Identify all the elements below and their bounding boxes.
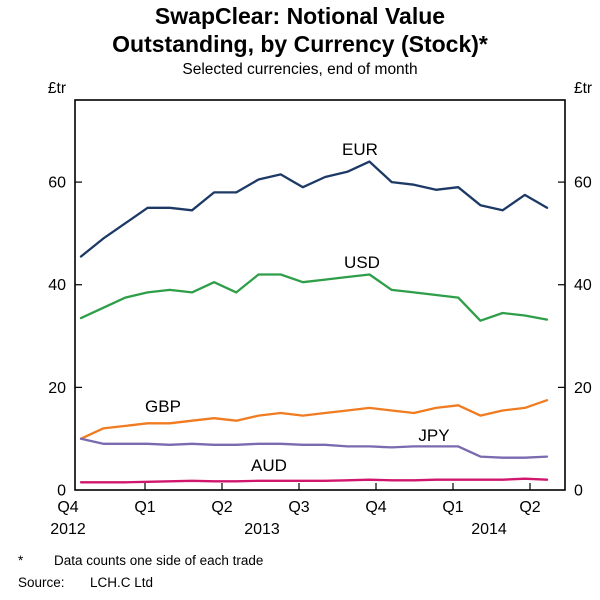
x-axis-quarter-label: Q2 xyxy=(211,499,232,516)
chart-title-line2: Outstanding, by Currency (Stock)* xyxy=(112,31,488,58)
unit-label-left: £tr xyxy=(48,80,66,97)
y-axis-label-left: 60 xyxy=(48,175,66,192)
unit-label-right: £tr xyxy=(574,80,592,97)
series-line-aud xyxy=(79,477,549,484)
series-line-gbp xyxy=(79,399,549,440)
series-line-usd xyxy=(79,273,549,322)
y-axis-label-left: 20 xyxy=(48,380,66,397)
x-axis-quarter-label: Q4 xyxy=(365,499,386,516)
x-axis-quarter-label: Q3 xyxy=(288,499,309,516)
series-label-gbp: GBP xyxy=(145,397,181,416)
chart-footnotes: * Data counts one side of each trade Sour… xyxy=(18,553,263,597)
x-axis-quarter-label: Q1 xyxy=(134,499,155,516)
series-label-jpy: JPY xyxy=(418,426,449,445)
source-row: Source: LCH.C Ltd xyxy=(18,575,263,590)
chart-title: SwapClear: Notional Value Outstanding, b… xyxy=(0,2,600,58)
footnote-text: Data counts one side of each trade xyxy=(54,553,264,568)
source-label: Source: xyxy=(18,575,65,590)
x-axis-year-label: 2013 xyxy=(244,521,280,538)
y-axis-label-right: 20 xyxy=(574,380,592,397)
plot-frame xyxy=(74,99,566,491)
series-label-usd: USD xyxy=(344,253,380,272)
x-axis-quarter-label: Q1 xyxy=(442,499,463,516)
series-label-eur: EUR xyxy=(342,140,378,159)
series-line-eur xyxy=(79,160,549,258)
x-axis-quarter-label: Q2 xyxy=(519,499,540,516)
series-line-jpy xyxy=(79,437,549,459)
y-axis-label-right: 40 xyxy=(574,277,592,294)
x-axis-quarter-label: Q4 xyxy=(57,499,78,516)
chart-subtitle: Selected currencies, end of month xyxy=(182,61,418,78)
y-axis-label-right: 0 xyxy=(574,483,583,500)
series-label-aud: AUD xyxy=(251,456,287,475)
source-text: LCH.C Ltd xyxy=(90,575,154,590)
footnote-row: * Data counts one side of each trade xyxy=(18,553,263,568)
footnote-marker: * xyxy=(18,553,24,568)
x-axis-year-label: 2014 xyxy=(471,521,507,538)
y-axis-label-left: 40 xyxy=(48,277,66,294)
y-axis-label-right: 60 xyxy=(574,175,592,192)
x-axis-year-label: 2012 xyxy=(50,521,86,538)
chart-title-line1: SwapClear: Notional Value xyxy=(154,3,446,29)
y-axis-label-left: 0 xyxy=(57,483,66,500)
